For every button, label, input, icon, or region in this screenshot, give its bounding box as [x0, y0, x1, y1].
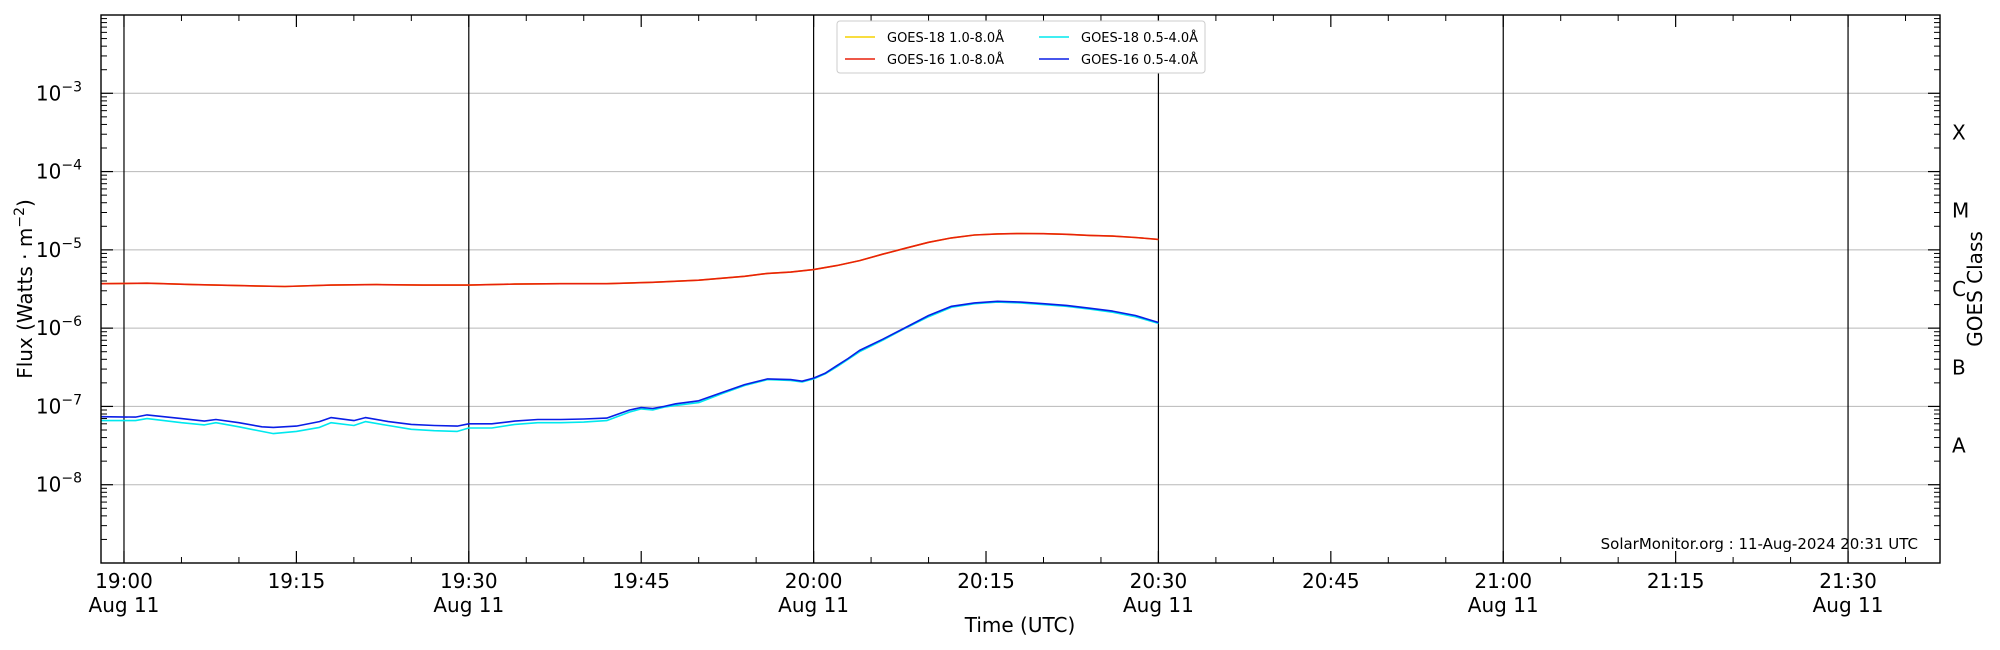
- x-tick-date-label: Aug 11: [1468, 593, 1539, 617]
- grid-lines: [101, 92, 1940, 486]
- x-tick-label: 19:00: [95, 569, 153, 593]
- x-tick-label: 20:00: [785, 569, 843, 593]
- legend-label: GOES-16 0.5-4.0Å: [1081, 52, 1198, 68]
- half-hour-lines: [123, 15, 1849, 563]
- series-line-3: [101, 301, 1159, 435]
- plot-frame: [100, 14, 1941, 564]
- series-line-2: [100, 232, 1159, 288]
- x-tick-label: 19:30: [440, 569, 498, 593]
- legend-label: GOES-18 1.0-8.0Å: [887, 30, 1004, 46]
- y-axis-title: Flux (Watts · m−2): [12, 199, 37, 379]
- legend: GOES-18 1.0-8.0Å GOES-16 1.0-8.0Å GOES-18 …: [836, 20, 1206, 74]
- goes-class-a: A: [1952, 434, 1966, 458]
- x-tick-date-label: Aug 11: [1123, 593, 1194, 617]
- goes-class-labels: A B C M X: [1952, 120, 1969, 457]
- x-tick-label: 21:15: [1647, 569, 1705, 593]
- series-lines: [100, 232, 1159, 435]
- x-tick-label: 21:30: [1819, 569, 1877, 593]
- goes-class-axis-title: GOES Class: [1963, 231, 1987, 347]
- goes-class-x: X: [1952, 120, 1966, 144]
- legend-box: [836, 20, 1206, 74]
- y-tick-label: 10−6: [36, 314, 82, 340]
- axis-ticks: [101, 15, 1940, 563]
- x-axis-title: Time (UTC): [964, 613, 1076, 637]
- y-tick-label: 10−5: [36, 236, 82, 262]
- legend-label: GOES-16 1.0-8.0Å: [887, 52, 1004, 68]
- x-tick-date-label: Aug 11: [778, 593, 849, 617]
- x-tick-date-label: Aug 11: [89, 593, 160, 617]
- watermark: SolarMonitor.org : 11-Aug-2024 20:31 UTC: [1601, 535, 1918, 553]
- x-tick-date-label: Aug 11: [433, 593, 504, 617]
- y-tick-label: 10−8: [36, 471, 82, 497]
- x-tick-label: 20:15: [957, 569, 1015, 593]
- y-tick-label: 10−4: [36, 158, 82, 184]
- y-tick-labels: 10−8 10−7 10−6 10−5 10−4 10−3: [36, 79, 82, 496]
- x-tick-label: 19:45: [612, 569, 670, 593]
- x-tick-label: 20:30: [1130, 569, 1188, 593]
- y-tick-label: 10−7: [36, 392, 82, 418]
- x-tick-label: 19:15: [268, 569, 326, 593]
- goes-class-b: B: [1952, 355, 1966, 379]
- goes-class-m: M: [1952, 199, 1969, 223]
- y-tick-label: 10−3: [36, 79, 82, 105]
- series-line-1: [100, 232, 1159, 288]
- legend-label: GOES-18 0.5-4.0Å: [1081, 30, 1198, 46]
- goes-class-c: C: [1952, 277, 1966, 301]
- x-tick-date-label: Aug 11: [1813, 593, 1884, 617]
- x-tick-label: 21:00: [1474, 569, 1532, 593]
- x-tick-label: 20:45: [1302, 569, 1360, 593]
- series-line-4: [100, 300, 1159, 429]
